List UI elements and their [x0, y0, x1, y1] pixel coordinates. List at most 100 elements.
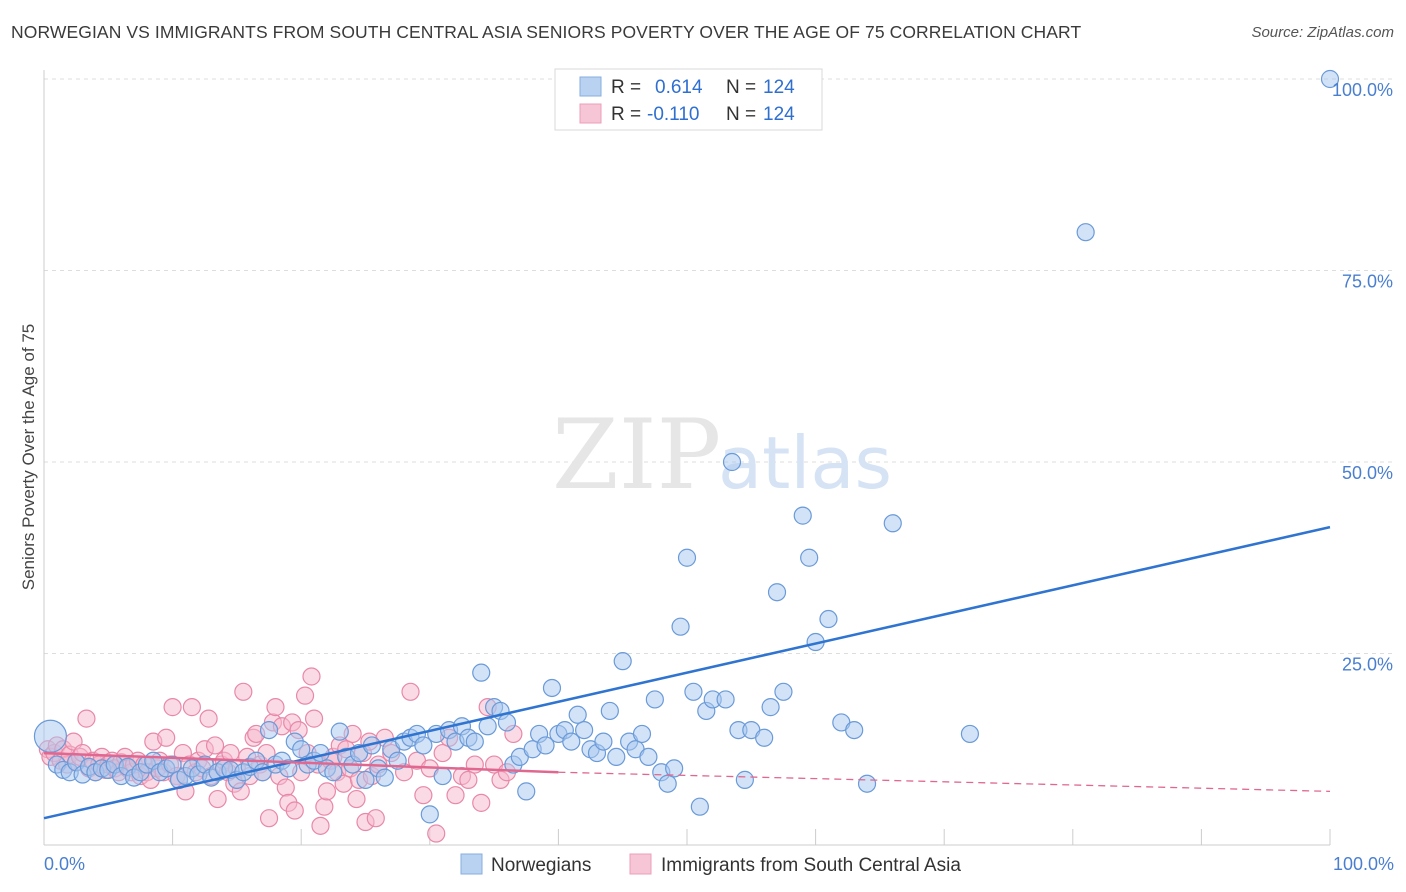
norwegians-point [542, 678, 562, 698]
y-tick-label: 25.0% [1342, 655, 1393, 675]
bottom-legend-swatch-norwegians [460, 853, 483, 875]
legend-r-value-1: 0.614 [655, 77, 703, 98]
immigrants-point [276, 778, 295, 797]
norwegians-point [883, 514, 902, 533]
norwegians-point [658, 774, 677, 793]
norwegians-point [517, 782, 536, 801]
norwegians-point [594, 732, 613, 751]
norwegians-point [497, 713, 517, 732]
immigrants-point [157, 728, 176, 747]
norwegians-point [632, 724, 652, 744]
axes [43, 70, 1330, 846]
norwegians-point [607, 747, 626, 767]
watermark-zip: ZIP [552, 399, 721, 511]
norwegians-point [375, 768, 394, 787]
x-tick-label-max: 100.0% [1333, 854, 1394, 874]
legend-r-value-2: -0.110 [647, 104, 699, 125]
legend-n-label-2: N = [726, 104, 756, 125]
norwegians-point [677, 548, 697, 567]
norwegians-point [575, 720, 594, 740]
y-tick-label: 75.0% [1342, 272, 1393, 292]
immigrants-point [311, 816, 330, 835]
norwegians-point [665, 759, 684, 778]
legend-swatch-blue [579, 76, 602, 97]
norwegians-point [420, 805, 439, 824]
norwegians-point [1320, 69, 1340, 89]
immigrants-point [182, 698, 201, 717]
bottom-legend-label-immigrants: Immigrants from South Central Asia [661, 855, 961, 876]
norwegians-point [819, 609, 838, 629]
legend-swatch-pink [579, 103, 602, 124]
norwegians-point [845, 720, 864, 740]
bottom-legend-swatch-immigrants [629, 853, 652, 875]
norwegians-point [414, 736, 433, 755]
norwegians-point [292, 740, 311, 759]
norwegians-point [671, 617, 690, 636]
immigrants-point [317, 782, 337, 801]
norwegians-point [600, 701, 619, 721]
norwegians-point [716, 690, 735, 709]
norwegians-point [645, 690, 664, 709]
norwegians-point [465, 732, 484, 751]
immigrants-point [427, 824, 446, 843]
norwegians-point [259, 720, 279, 740]
legend-n-value-2: 124 [763, 104, 795, 125]
chart-title: NORWEGIAN VS IMMIGRANTS FROM SOUTH CENTR… [11, 22, 1082, 42]
norwegians-point [536, 736, 555, 755]
norwegians-point [163, 755, 182, 774]
norwegians-point [690, 797, 709, 816]
source-credit: Source: ZipAtlas.com [1251, 24, 1394, 41]
norwegians-trend-line [43, 525, 1331, 820]
norwegians-point [639, 747, 658, 767]
legend-n-value-1: 124 [763, 77, 795, 98]
immigrants-point [401, 682, 420, 701]
norwegians-point [857, 774, 877, 793]
bottom-legend-label-norwegians: Norwegians [491, 855, 591, 876]
norwegians-point [1076, 223, 1095, 242]
immigrants-point [285, 801, 304, 820]
norwegians-point [433, 766, 452, 786]
norwegians-point [324, 763, 343, 782]
legend-r-label-2: R = [611, 104, 641, 125]
immigrants-point [208, 789, 227, 809]
series-legend: Norwegians Immigrants from South Central… [460, 853, 961, 876]
norwegians-point [722, 452, 742, 472]
trend-lines [43, 525, 1331, 820]
norwegians-point [568, 705, 587, 724]
immigrants-point [302, 667, 321, 686]
norwegians-point [793, 506, 812, 525]
immigrants-point [366, 809, 385, 828]
immigrants-point [205, 736, 225, 755]
norwegians-point [755, 728, 774, 747]
norwegians-point [960, 724, 980, 744]
immigrants-point [472, 793, 491, 812]
immigrants-point [304, 709, 324, 728]
norwegians-point [761, 698, 780, 717]
y-tick-labels: 25.0% 50.0% 75.0% 100.0% [1332, 80, 1393, 675]
norwegians-point [472, 663, 491, 682]
immigrants-trend-line-extension [558, 771, 1331, 793]
immigrants-point [347, 789, 366, 809]
norwegians-point [800, 548, 819, 567]
y-tick-label: 50.0% [1342, 463, 1393, 483]
norwegians-point [33, 719, 68, 753]
legend-n-label-1: N = [726, 77, 756, 98]
immigrants-point [163, 698, 182, 717]
norwegians-point [613, 652, 632, 671]
immigrants-point [266, 698, 285, 717]
norwegians-point [774, 682, 793, 701]
stats-legend: R = 0.614 N = 124 R = -0.110 N = 124 [554, 68, 823, 131]
immigrants-point [234, 682, 253, 701]
norwegians-point [330, 722, 349, 741]
immigrants-point [433, 743, 452, 763]
immigrants-point [295, 686, 315, 705]
immigrants-point [77, 709, 96, 728]
immigrants-point [259, 809, 279, 828]
immigrants-point [199, 709, 218, 728]
immigrants-point [446, 786, 465, 805]
immigrants-point [414, 786, 433, 805]
immigrants-point [459, 770, 478, 789]
legend-r-label-1: R = [611, 77, 641, 98]
norwegians-point [562, 732, 581, 751]
